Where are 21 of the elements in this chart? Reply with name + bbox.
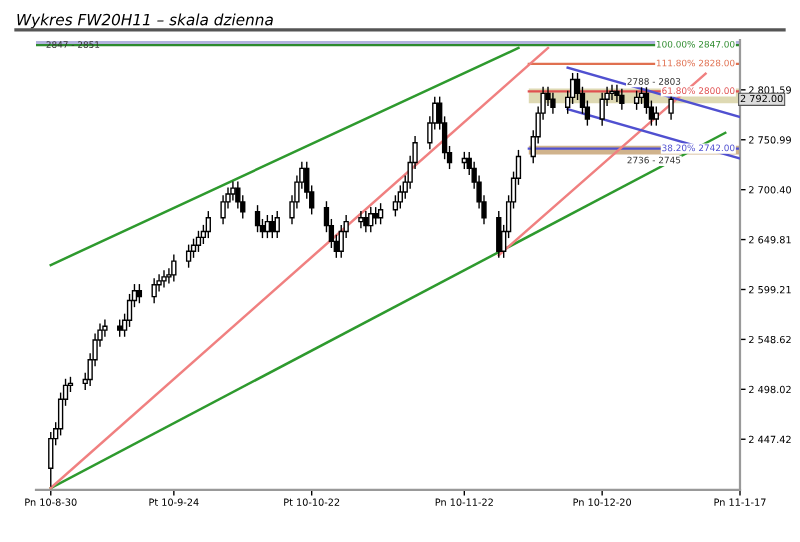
candlestick — [358, 211, 364, 229]
candlestick — [230, 181, 236, 201]
candlestick — [363, 211, 369, 233]
candlestick — [550, 92, 556, 114]
candlestick — [161, 270, 167, 288]
candlestick — [195, 230, 202, 252]
candlestick — [614, 84, 620, 102]
candlestick — [274, 211, 280, 239]
candlestick — [205, 211, 211, 239]
candlestick — [599, 92, 605, 126]
candlestick — [264, 215, 271, 239]
candlestick — [368, 207, 374, 233]
candlestick — [220, 195, 226, 225]
candlestick — [151, 278, 157, 304]
candlestick — [496, 211, 502, 258]
candlestick — [254, 205, 261, 233]
candlestick — [609, 84, 615, 100]
candlestick — [171, 254, 177, 282]
candlestick — [619, 88, 625, 110]
candlestick — [269, 215, 275, 239]
candlestick — [185, 244, 192, 268]
